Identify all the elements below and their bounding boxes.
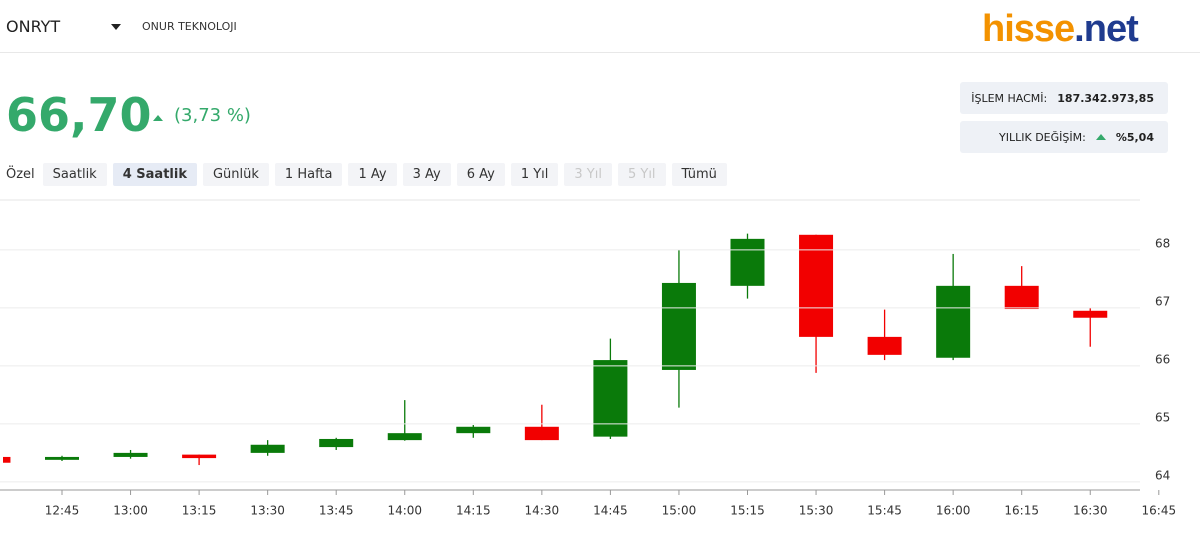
y-tick-label: 64: [1155, 468, 1170, 482]
x-tick-label: 15:30: [799, 504, 834, 518]
candle-body: [661, 282, 696, 370]
candle-body: [936, 285, 971, 358]
x-tick-label: 15:00: [662, 504, 697, 518]
candle-body: [45, 456, 79, 460]
tab[interactable]: 6 Ay: [456, 163, 505, 186]
x-tick-label: 15:45: [867, 504, 902, 518]
tab[interactable]: 4 Saatlik: [112, 163, 197, 186]
dropdown-icon[interactable]: [110, 22, 122, 32]
y-tick-label: 65: [1155, 410, 1170, 424]
x-tick-label: 12:45: [45, 504, 80, 518]
x-tick-label: 16:15: [1004, 504, 1039, 518]
tab[interactable]: 1 Hafta: [274, 163, 343, 186]
x-tick-label: 16:30: [1073, 504, 1108, 518]
plot-area: [3, 233, 1108, 466]
stat-label: YILLIK DEĞİŞİM:: [999, 130, 1086, 144]
tab-bar: Özel Saatlik 4 Saatlik Günlük 1 Hafta 1 Ay 3 A…: [6, 163, 727, 186]
x-tick-label: 13:45: [319, 504, 354, 518]
candle-body: [319, 438, 354, 448]
candle-body: [250, 444, 285, 453]
stat-label: İŞLEM HACMİ:: [971, 91, 1048, 105]
tab: 5 Yıl: [617, 163, 666, 186]
stat-value: 187.342.973,85: [1057, 91, 1154, 105]
candle-body: [593, 360, 628, 437]
tab[interactable]: Tümü: [671, 163, 727, 186]
up-icon: [1095, 134, 1106, 140]
candle-body: [1004, 285, 1039, 310]
symbol: ONRYT: [6, 17, 61, 36]
x-tick-label: 13:15: [182, 504, 217, 518]
tab: 3 Yıl: [564, 163, 612, 186]
tab: Özel: [6, 167, 35, 182]
logo-part: .net: [1074, 8, 1139, 50]
candle-body: [456, 426, 491, 434]
x-tick-label: 16:45: [1142, 504, 1177, 518]
candle-body: [387, 433, 422, 441]
x-tick-label: 14:00: [387, 504, 422, 518]
candle-body: [730, 238, 765, 286]
y-tick-label: 67: [1155, 294, 1170, 308]
stat-box: YILLIK DEĞİŞİM: %5,04: [960, 121, 1168, 153]
stat-box: İŞLEM HACMİ: 187.342.973,85: [960, 82, 1168, 114]
x-tick-label: 14:45: [593, 504, 628, 518]
x-tick-label: 14:30: [525, 504, 560, 518]
candle-body: [1073, 310, 1108, 318]
y-tick-label: 68: [1155, 236, 1170, 250]
divider: [0, 52, 1200, 53]
x-tick-label: 13:00: [113, 504, 148, 518]
tab[interactable]: 1 Ay: [348, 163, 397, 186]
x-tick-label: 13:30: [250, 504, 285, 518]
candle-body: [524, 426, 559, 441]
tab[interactable]: Saatlik: [42, 163, 107, 186]
y-tick-label: 66: [1155, 352, 1170, 366]
x-tick-label: 15:15: [730, 504, 765, 518]
candle-body: [3, 456, 11, 463]
candle-body: [867, 336, 902, 355]
logo-part: hisse: [982, 8, 1075, 50]
up-icon: [153, 115, 163, 121]
tab[interactable]: 1 Yıl: [510, 163, 559, 186]
logo[interactable]: hisse.net: [982, 8, 1139, 51]
tab[interactable]: Günlük: [202, 163, 269, 186]
candle-body: [113, 452, 148, 457]
price: 66,70: [6, 88, 152, 142]
price-change: (3,73 %): [174, 105, 251, 126]
x-tick-label: 14:15: [456, 504, 491, 518]
tab[interactable]: 3 Ay: [402, 163, 451, 186]
candle-body: [799, 234, 834, 337]
x-tick-label: 16:00: [936, 504, 971, 518]
company-name: ONUR TEKNOLOJI: [142, 20, 237, 33]
candle-body: [182, 454, 217, 459]
stat-value: %5,04: [1115, 130, 1154, 144]
